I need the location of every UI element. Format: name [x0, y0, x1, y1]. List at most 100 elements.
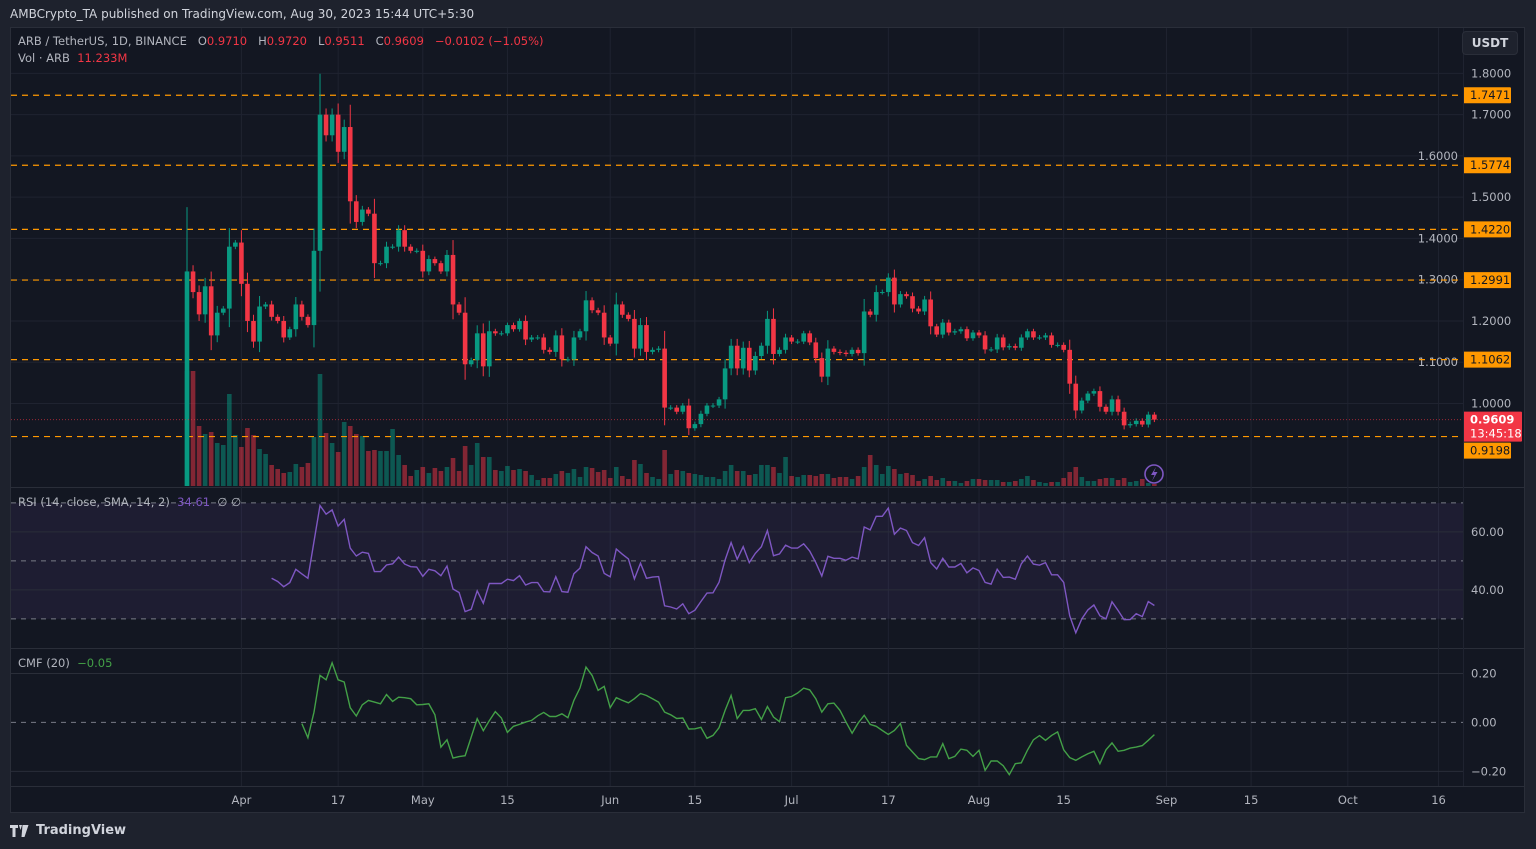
candle	[1037, 337, 1042, 339]
candle	[1031, 331, 1036, 338]
volume-bar	[813, 476, 819, 486]
candle	[529, 337, 534, 340]
volume-bar	[662, 450, 667, 486]
candle	[220, 308, 226, 313]
volume-bar	[396, 455, 401, 486]
volume-bar	[1097, 479, 1103, 486]
volume-bar	[1152, 484, 1157, 486]
candle	[335, 114, 341, 152]
volume-bar	[668, 474, 673, 486]
candle	[873, 292, 879, 315]
candle	[487, 331, 492, 367]
candle	[323, 114, 329, 136]
candle	[855, 349, 861, 354]
volume-bar	[958, 483, 964, 486]
candle	[916, 308, 921, 312]
volume-bar	[353, 434, 359, 486]
volume-bar	[746, 475, 752, 486]
volume-bar	[329, 443, 335, 486]
price-tick-label: 1.3000	[1418, 273, 1458, 287]
volume-bar	[432, 468, 438, 486]
x-tick-label: Oct	[1338, 793, 1358, 807]
volume-bar	[1073, 467, 1079, 486]
candle	[299, 304, 305, 317]
volume-bar	[408, 476, 414, 486]
volume-bar	[934, 480, 940, 486]
candle	[843, 352, 849, 354]
candle	[559, 335, 565, 360]
volume-bar	[698, 475, 704, 486]
volume-bar	[819, 474, 825, 486]
cmf-tick-label: −0.20	[1471, 764, 1506, 778]
candle	[753, 356, 758, 371]
volume-label: Vol · ARB	[18, 51, 70, 65]
candle	[426, 259, 432, 272]
volume-bar	[251, 435, 256, 486]
main-pane[interactable]	[11, 73, 1463, 551]
volume-bar	[879, 474, 885, 486]
candle	[245, 283, 250, 321]
candle	[892, 277, 897, 305]
candle	[233, 242, 238, 247]
candle	[202, 286, 208, 315]
candle	[239, 242, 244, 284]
candle	[1097, 391, 1103, 407]
tradingview-logo-icon	[10, 824, 29, 837]
rsi-pane[interactable]	[11, 502, 1463, 635]
volume-value: 11.233M	[77, 51, 128, 65]
candle	[1133, 420, 1139, 425]
volume-bar	[390, 429, 395, 486]
volume-bar	[553, 474, 559, 486]
candle	[1152, 414, 1157, 420]
candle	[438, 263, 444, 272]
volume-bar	[601, 470, 607, 486]
candle	[813, 342, 819, 359]
volume-bar	[1109, 478, 1115, 486]
currency-button[interactable]: USDT	[1462, 31, 1518, 55]
candle	[420, 250, 426, 272]
volume-bar	[1146, 483, 1151, 486]
level-price-tag	[1463, 87, 1511, 104]
volume-bar	[916, 481, 921, 486]
volume-bar	[559, 471, 565, 486]
candle	[1073, 383, 1079, 411]
cmf-pane[interactable]	[11, 660, 1463, 777]
candle	[390, 246, 395, 248]
volume-bar	[1006, 482, 1012, 486]
x-tick-label: 15	[1244, 793, 1259, 807]
volume-bar	[777, 473, 782, 486]
cmf-label[interactable]: CMF (20)	[18, 656, 70, 670]
volume-bar	[541, 478, 547, 486]
candle	[505, 325, 510, 334]
candle	[704, 405, 710, 414]
open-label: O	[197, 34, 207, 48]
price-tick-label: 1.8000	[1471, 66, 1511, 80]
candle	[1079, 400, 1085, 411]
volume-bar	[607, 478, 613, 486]
candle	[535, 337, 540, 339]
volume-bar	[281, 473, 287, 486]
candle	[698, 413, 704, 425]
rsi-label[interactable]: RSI (14, close, SMA, 14, 2)	[18, 495, 170, 509]
candle	[620, 304, 625, 315]
rsi-extra: ∅ ∅	[217, 495, 242, 509]
cmf-legend: CMF (20) −0.05	[18, 656, 112, 670]
volume-bar	[892, 469, 897, 486]
symbol-name[interactable]: ARB / TetherUS, 1D, BINANCE	[18, 34, 187, 48]
candle	[710, 405, 716, 407]
candle	[970, 332, 976, 339]
volume-bar	[1031, 480, 1036, 486]
x-tick-label: 17	[881, 793, 896, 807]
volume-bar	[753, 474, 758, 486]
volume-bar	[202, 434, 208, 486]
volume-bar	[1103, 478, 1109, 486]
candle	[1103, 406, 1109, 412]
volume-bar	[644, 473, 649, 486]
price-tick-label: 1.7000	[1471, 108, 1511, 122]
volume-bar	[426, 473, 432, 486]
x-tick-label: 17	[331, 793, 346, 807]
volume-bar	[716, 479, 722, 486]
lightning-icon[interactable]	[1144, 464, 1164, 484]
cmf-value: −0.05	[77, 656, 113, 670]
